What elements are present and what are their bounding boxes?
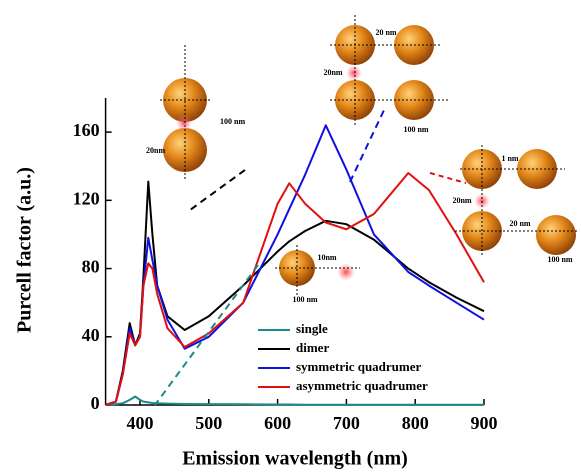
annotation: 20 nm xyxy=(509,219,530,228)
y-tick-label: 160 xyxy=(73,120,100,140)
y-tick-label: 40 xyxy=(82,325,100,345)
legend-label: asymmetric quadrumer xyxy=(296,378,428,393)
x-tick-label: 500 xyxy=(195,413,222,433)
y-tick-label: 120 xyxy=(73,188,100,208)
x-tick-label: 900 xyxy=(471,413,498,433)
legend-label: dimer xyxy=(296,340,329,355)
annotation: 20nm xyxy=(146,146,165,155)
annotation: 20 nm xyxy=(375,28,396,37)
x-tick-label: 700 xyxy=(333,413,360,433)
annotation: 20nm xyxy=(452,196,471,205)
insets xyxy=(155,15,578,405)
y-tick-label: 0 xyxy=(91,393,100,413)
series-line xyxy=(106,182,484,405)
x-tick-label: 800 xyxy=(402,413,429,433)
series-line xyxy=(106,173,484,405)
y-tick-label: 80 xyxy=(82,257,100,277)
x-tick-label: 600 xyxy=(264,413,291,433)
annotation: 100 nm xyxy=(547,255,572,264)
y-axis-title: Purcell factor (a.u.) xyxy=(14,167,36,333)
annotation: 1 nm xyxy=(501,154,518,163)
chart: 400 500 600 700 800 900 0 40 80 120 160 100 nm 20nm… xyxy=(0,0,581,473)
x-tick-label: 400 xyxy=(127,413,154,433)
annotation: 10nm xyxy=(317,253,336,262)
annotation: 20nm xyxy=(323,68,342,77)
legend-label: single xyxy=(296,321,328,336)
annotation: 100 nm xyxy=(292,295,317,304)
annotation: 100 nm xyxy=(220,117,245,126)
annotation: 100 nm xyxy=(403,125,428,134)
legend-label: symmetric quadrumer xyxy=(296,359,422,374)
legend: single dimer symmetric quadrumer asymmetric… xyxy=(258,321,428,393)
series-line xyxy=(106,397,484,406)
x-axis-title: Emission wavelength (nm) xyxy=(182,448,408,470)
